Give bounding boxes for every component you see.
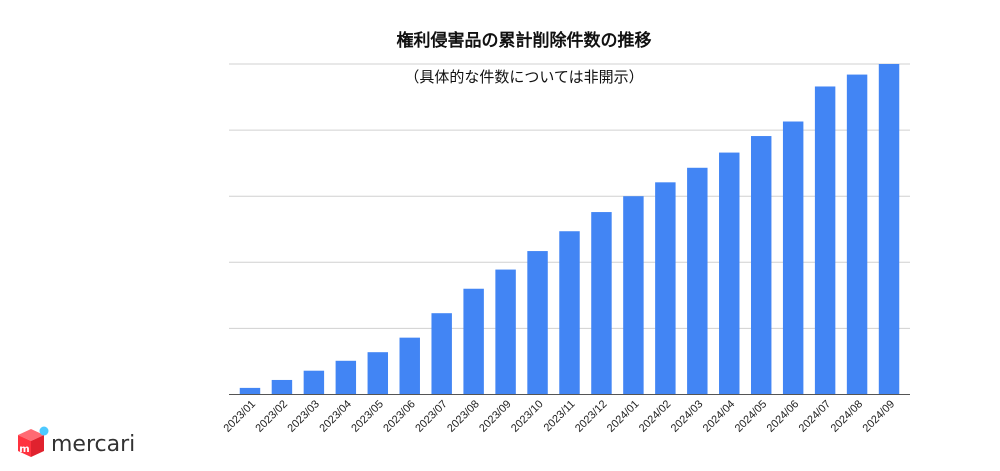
- bar-2024-04: [719, 152, 740, 395]
- x-tick-label: 2024/03: [669, 398, 706, 435]
- x-tick-label: 2023/12: [573, 398, 610, 435]
- x-tick-label: 2023/08: [445, 398, 482, 435]
- bar-2024-06: [782, 121, 804, 395]
- x-tick-label: 2023/06: [381, 398, 418, 435]
- x-tick-label: 2023/07: [413, 398, 450, 435]
- x-tick-label: 2023/03: [285, 398, 322, 435]
- x-tick-label: 2023/10: [509, 398, 546, 435]
- x-tick-label: 2024/08: [829, 398, 866, 435]
- bar-2023-09: [495, 269, 516, 395]
- bar-2023-05: [367, 352, 389, 395]
- x-tick-labels: 2023/012023/022023/032023/042023/052023/…: [221, 398, 897, 435]
- x-tick-label: 2024/04: [701, 398, 738, 435]
- bar-2024-07: [814, 86, 836, 395]
- x-tick-label: 2024/06: [765, 398, 802, 435]
- x-tick-label: 2024/05: [733, 398, 770, 435]
- chart-subtitle: （具体的な件数については非開示）: [404, 68, 643, 86]
- bar-2024-09: [878, 64, 900, 395]
- x-tick-label: 2023/05: [349, 398, 386, 435]
- chart-title: 権利侵害品の累計削除件数の推移: [397, 30, 652, 51]
- bar-2024-05: [750, 136, 772, 395]
- bar-2024-08: [846, 74, 868, 395]
- x-tick-label: 2024/02: [637, 398, 674, 435]
- logo-box-left: [18, 435, 31, 457]
- bar-2023-08: [463, 288, 484, 395]
- logo-wordmark: mercari: [51, 432, 135, 457]
- mercari-logo-mark: m: [18, 426, 49, 457]
- bar-2024-03: [687, 167, 708, 395]
- x-tick-label: 2024/01: [605, 398, 642, 435]
- x-tick-label: 2023/01: [221, 398, 258, 435]
- bar-2023-06: [399, 337, 420, 395]
- x-tick-label: 2023/04: [317, 398, 354, 435]
- bar-2023-04: [335, 360, 357, 395]
- bar-2024-01: [623, 196, 644, 395]
- bar-2023-12: [591, 212, 612, 395]
- x-tick-label: 2023/11: [542, 398, 578, 434]
- x-tick-label: 2023/09: [477, 398, 514, 435]
- x-tick-label: 2024/09: [861, 398, 898, 435]
- bar-2024-02: [655, 182, 676, 395]
- x-tick-label: 2024/07: [797, 398, 834, 435]
- bar-2023-01: [239, 387, 261, 395]
- bar-2023-11: [559, 231, 580, 395]
- bar-2023-07: [431, 313, 452, 395]
- bars: [239, 64, 900, 395]
- bar-2023-03: [303, 370, 325, 395]
- logo-accent-dot: [39, 426, 49, 436]
- bar-2023-02: [271, 379, 293, 395]
- logo-box-right: [31, 435, 44, 457]
- logo-mark-glyph: m: [19, 444, 29, 455]
- x-tick-label: 2023/02: [253, 398, 290, 435]
- bar-2023-10: [527, 251, 548, 395]
- mercari-logo: m mercari: [18, 426, 135, 457]
